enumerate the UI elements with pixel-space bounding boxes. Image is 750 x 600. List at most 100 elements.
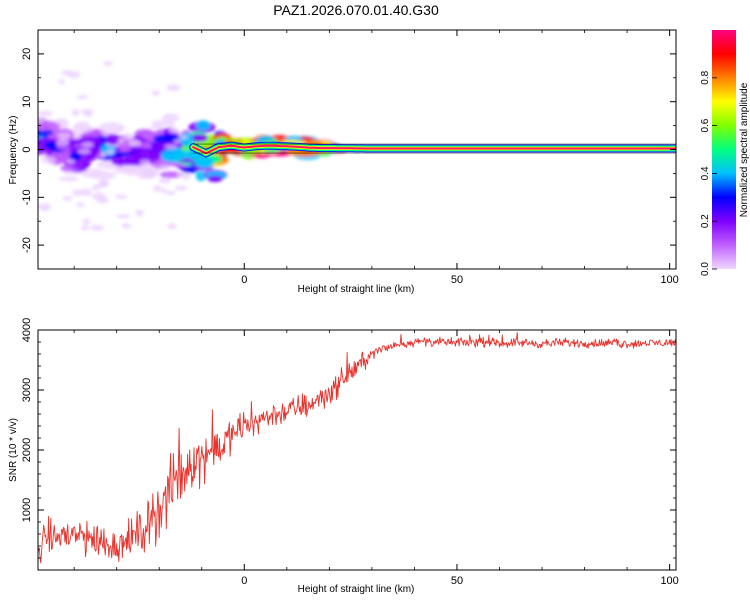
- spectrogram-blob: [38, 137, 59, 143]
- spectrogram-speck: [66, 159, 76, 164]
- spectrogram-speck: [98, 179, 109, 188]
- spectrogram-speck: [139, 159, 151, 166]
- spectrogram-speck: [173, 139, 182, 144]
- spectrogram-blob: [58, 176, 79, 182]
- snr-x-axis-label: Height of straight line (km): [298, 584, 415, 595]
- spectrogram-speck: [158, 177, 171, 184]
- spectrogram-speck: [100, 151, 107, 159]
- spectrogram-y-axis-label: Frequency (Hz): [8, 116, 19, 185]
- spectrogram-speck: [121, 223, 132, 229]
- spectrogram-speck: [150, 124, 164, 130]
- spectrogram-speck: [97, 197, 109, 204]
- snr-panel: 0 50 100 1000 2000 3000 4000 Height of straig…: [8, 318, 679, 595]
- spectrogram-blob: [188, 133, 209, 143]
- spectrogram-blob: [80, 168, 104, 178]
- spectrogram-speck: [143, 168, 156, 177]
- spectrogram-speck: [106, 148, 115, 156]
- spectrogram-speck: [135, 209, 144, 217]
- y-tick-label: 0: [21, 146, 33, 152]
- spectrogram-blob: [207, 175, 223, 183]
- spectrogram-blob: [194, 156, 215, 168]
- spectrogram-speck: [56, 132, 71, 139]
- spectrogram-blob: [196, 120, 211, 131]
- spectrogram-speck: [38, 118, 45, 123]
- spectrogram-speck: [182, 173, 191, 180]
- y-tick-label: 3000: [21, 378, 33, 402]
- spectrogram-speck: [166, 223, 178, 230]
- spectrogram-speck: [76, 94, 89, 100]
- spectrogram-blob: [162, 113, 180, 122]
- spectrogram-image: [38, 60, 676, 231]
- y-tick-label: -20: [21, 237, 33, 253]
- colorbar-tick-label: 0.2: [700, 214, 711, 228]
- spectrogram-blob: [38, 130, 45, 137]
- spectrogram-speck: [56, 138, 70, 147]
- spectrogram-blob: [98, 122, 125, 135]
- snr-y-axis-label: SNR (10 * v/v): [8, 418, 19, 482]
- spectrogram-speck: [58, 79, 66, 85]
- spectrogram-speck: [159, 188, 168, 193]
- x-tick-label: 100: [660, 274, 678, 286]
- y-tick-label: -10: [21, 189, 33, 205]
- spectrogram-blob: [49, 150, 77, 163]
- spectrogram-speck: [81, 141, 94, 148]
- spectrogram-blob: [38, 121, 61, 131]
- spectrogram-blob: [195, 170, 207, 182]
- figure-title: PAZ1.2026.070.01.40.G30: [273, 2, 439, 18]
- colorbar-tick-label: 0.8: [700, 70, 711, 84]
- spectrogram-speck: [41, 156, 48, 163]
- spectrogram-speck: [80, 225, 90, 231]
- spectrogram-speck: [91, 184, 101, 191]
- spectrogram-speck: [84, 127, 95, 132]
- spectrogram-speck: [128, 139, 141, 147]
- y-tick-label: 20: [21, 48, 33, 60]
- spectrogram-speck: [151, 90, 160, 96]
- spectrogram-blob: [44, 141, 57, 150]
- spectrogram-speck: [171, 127, 179, 134]
- spectrogram-speck: [114, 194, 128, 200]
- spectrogram-speck: [90, 224, 104, 231]
- spectrogram-speck: [80, 109, 94, 114]
- spectrogram-speck: [124, 132, 132, 141]
- spectrogram-speck: [55, 118, 64, 126]
- y-tick-label: 2000: [21, 438, 33, 462]
- colorbar-label: Normalized spectral amplitude: [739, 82, 750, 217]
- colorbar-ticks: 0.0 0.2 0.4 0.6 0.8: [700, 70, 717, 276]
- spectrogram-speck: [116, 214, 131, 219]
- spectrogram-speck: [67, 71, 81, 79]
- spectrogram-speck: [153, 185, 162, 192]
- spectrogram-speck: [177, 135, 189, 140]
- spectrogram-speck: [79, 188, 93, 197]
- spectrogram-speck: [164, 144, 177, 150]
- x-tick-label: 0: [241, 575, 247, 587]
- spectrogram-speck: [82, 218, 91, 225]
- y-tick-label: 4000: [21, 318, 33, 342]
- colorbar: 0.0 0.2 0.4 0.6 0.8 Normalized spectral ampl…: [700, 30, 750, 276]
- spectrogram-blob: [160, 148, 189, 162]
- x-tick-label: 0: [241, 274, 247, 286]
- spectrogram-speck: [76, 202, 85, 208]
- spectrogram-speck: [71, 108, 80, 117]
- spectrogram-blob: [159, 171, 183, 179]
- spectrogram-speck: [77, 148, 91, 154]
- spectrogram-x-axis-label: Height of straight line (km): [298, 284, 415, 295]
- spectrogram-blob: [38, 110, 53, 117]
- x-tick-label: 50: [451, 575, 463, 587]
- spectrogram-speck: [72, 189, 83, 197]
- spectrogram-x-ticks: 0 50 100: [73, 30, 679, 286]
- spectrogram-speck: [101, 131, 109, 137]
- spectrogram-speck: [62, 195, 73, 201]
- y-tick-label: 10: [21, 96, 33, 108]
- spectrogram-speck: [117, 138, 125, 144]
- spectrogram-blob: [113, 167, 142, 174]
- snr-y-ticks: 1000 2000 3000 4000: [21, 318, 676, 559]
- colorbar-gradient: [712, 30, 736, 269]
- colorbar-tick-label: 0.0: [700, 262, 711, 276]
- x-tick-label: 100: [660, 575, 678, 587]
- tone-band-peak: [192, 144, 676, 155]
- spectrogram-speck: [166, 84, 181, 91]
- spectrogram-y-ticks: 20 10 0 -10 -20: [21, 29, 676, 270]
- spectrogram-speck: [158, 164, 171, 170]
